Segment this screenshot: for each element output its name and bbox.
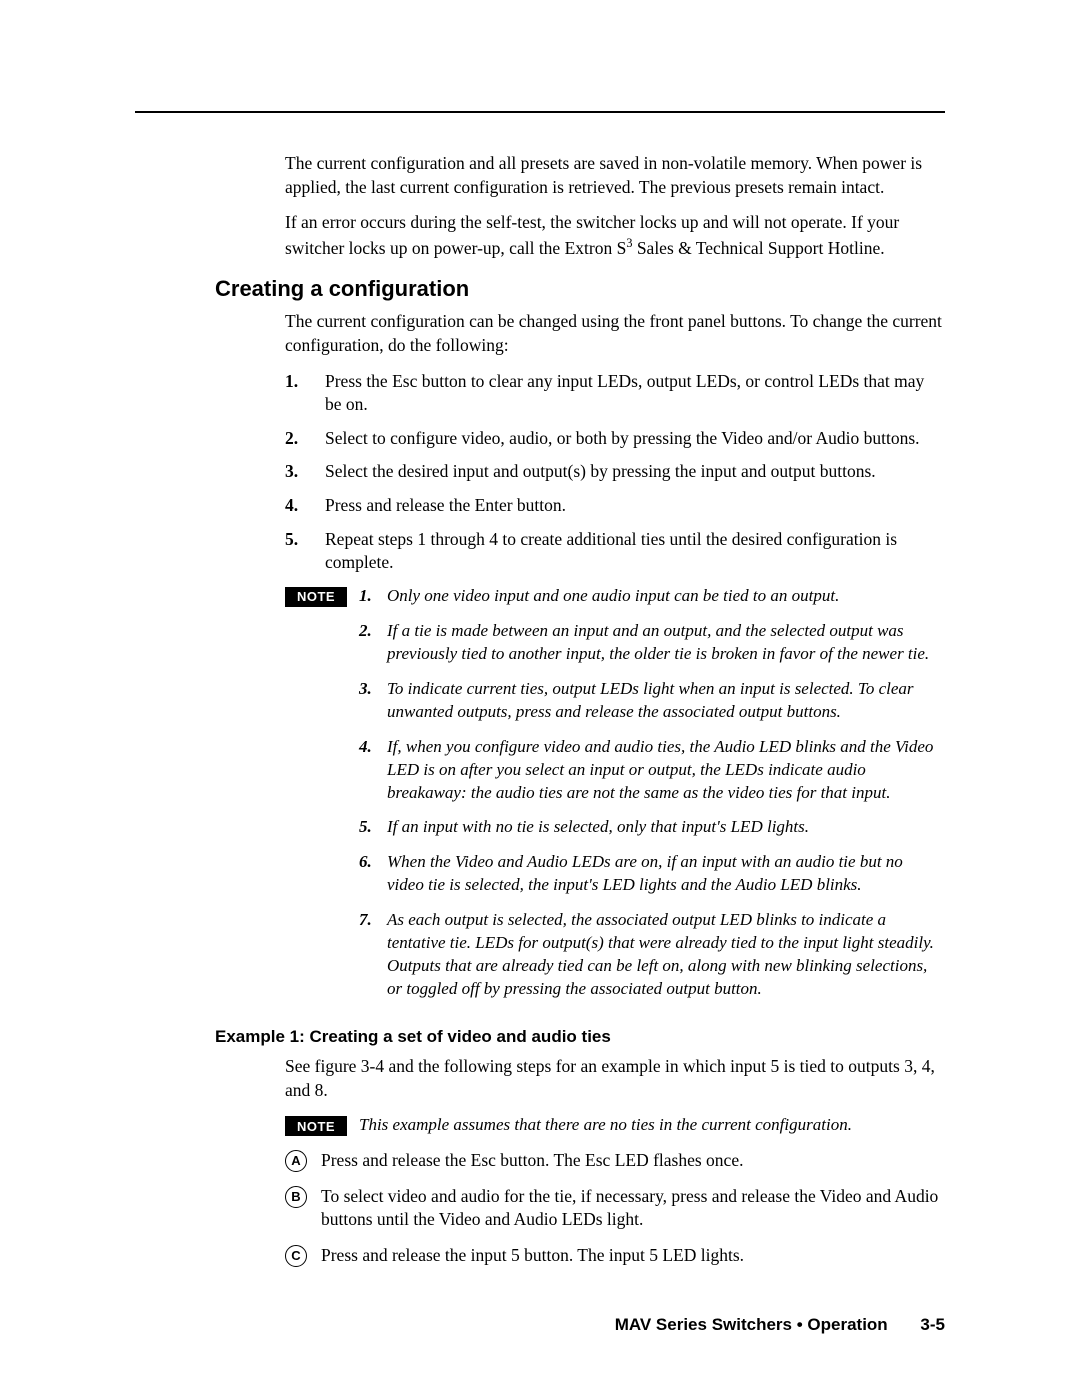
note-num: 7. <box>359 909 387 1001</box>
circle-letter: B <box>285 1186 307 1208</box>
note-num: 6. <box>359 851 387 897</box>
letter-text: Press and release the Esc button. The Es… <box>321 1149 945 1173</box>
note-7: 7.As each output is selected, the associ… <box>359 909 945 1001</box>
intro-2b: Sales & Technical Support Hotline. <box>632 238 884 258</box>
step-text: Select to configure video, audio, or bot… <box>325 427 945 451</box>
step-2: 2.Select to configure video, audio, or b… <box>285 427 945 451</box>
footer-page: 3-5 <box>920 1315 945 1334</box>
step-3: 3.Select the desired input and output(s)… <box>285 460 945 484</box>
step-text: Press the Esc button to clear any input … <box>325 370 945 417</box>
heading-example-1: Example 1: Creating a set of video and a… <box>215 1027 945 1047</box>
note-text: If a tie is made between an input and an… <box>387 620 945 666</box>
note-num: 2. <box>359 620 387 666</box>
note-6: 6.When the Video and Audio LEDs are on, … <box>359 851 945 897</box>
circle-letter: C <box>285 1245 307 1267</box>
intro-para-1: The current configuration and all preset… <box>285 152 945 199</box>
note-text: To indicate current ties, output LEDs li… <box>387 678 945 724</box>
note-badge: NOTE <box>285 1116 347 1136</box>
note-5: 5.If an input with no tie is selected, o… <box>359 816 945 839</box>
note-num: 5. <box>359 816 387 839</box>
step-1: 1.Press the Esc button to clear any inpu… <box>285 370 945 417</box>
note-1: 1.Only one video input and one audio inp… <box>359 585 945 608</box>
config-intro: The current configuration can be changed… <box>285 310 945 357</box>
step-5: 5.Repeat steps 1 through 4 to create add… <box>285 528 945 575</box>
note-list: 1.Only one video input and one audio inp… <box>359 585 945 1013</box>
step-num: 2. <box>285 427 325 451</box>
note-text: Only one video input and one audio input… <box>387 585 945 608</box>
step-4: 4.Press and release the Enter button. <box>285 494 945 518</box>
heading-creating-config: Creating a configuration <box>215 276 945 302</box>
intro-para-2: If an error occurs during the self-test,… <box>285 211 945 260</box>
note-text: When the Video and Audio LEDs are on, if… <box>387 851 945 897</box>
page: The current configuration and all preset… <box>0 0 1080 1397</box>
step-text: Repeat steps 1 through 4 to create addit… <box>325 528 945 575</box>
letter-text: To select video and audio for the tie, i… <box>321 1185 945 1232</box>
step-num: 3. <box>285 460 325 484</box>
step-num: 4. <box>285 494 325 518</box>
content-area: The current configuration and all preset… <box>135 152 945 1280</box>
note-badge: NOTE <box>285 587 347 607</box>
note-num: 3. <box>359 678 387 724</box>
example-intro: See figure 3-4 and the following steps f… <box>285 1055 945 1102</box>
top-rule <box>135 111 945 113</box>
footer-title: MAV Series Switchers • Operation <box>615 1315 888 1334</box>
note-text: If, when you configure video and audio t… <box>387 736 945 805</box>
letter-step-a: A Press and release the Esc button. The E… <box>285 1149 945 1173</box>
note-num: 1. <box>359 585 387 608</box>
step-text: Press and release the Enter button. <box>325 494 945 518</box>
steps-list: 1.Press the Esc button to clear any inpu… <box>285 370 945 575</box>
note-2: 2.If a tie is made between an input and … <box>359 620 945 666</box>
letter-steps: A Press and release the Esc button. The E… <box>285 1149 945 1268</box>
example-note-text: This example assumes that there are no t… <box>359 1114 852 1137</box>
footer: MAV Series Switchers • Operation 3-5 <box>615 1315 945 1335</box>
step-text: Select the desired input and output(s) b… <box>325 460 945 484</box>
step-num: 5. <box>285 528 325 575</box>
note-block: NOTE 1.Only one video input and one audi… <box>285 585 945 1013</box>
letter-text: Press and release the input 5 button. Th… <box>321 1244 945 1268</box>
note-text: If an input with no tie is selected, onl… <box>387 816 945 839</box>
circle-letter: A <box>285 1150 307 1172</box>
note-3: 3.To indicate current ties, output LEDs … <box>359 678 945 724</box>
letter-step-b: B To select video and audio for the tie, … <box>285 1185 945 1232</box>
note-text: As each output is selected, the associat… <box>387 909 945 1001</box>
letter-step-c: C Press and release the input 5 button. T… <box>285 1244 945 1268</box>
note-num: 4. <box>359 736 387 805</box>
step-num: 1. <box>285 370 325 417</box>
example-note: NOTE This example assumes that there are… <box>285 1114 945 1137</box>
note-4: 4.If, when you configure video and audio… <box>359 736 945 805</box>
